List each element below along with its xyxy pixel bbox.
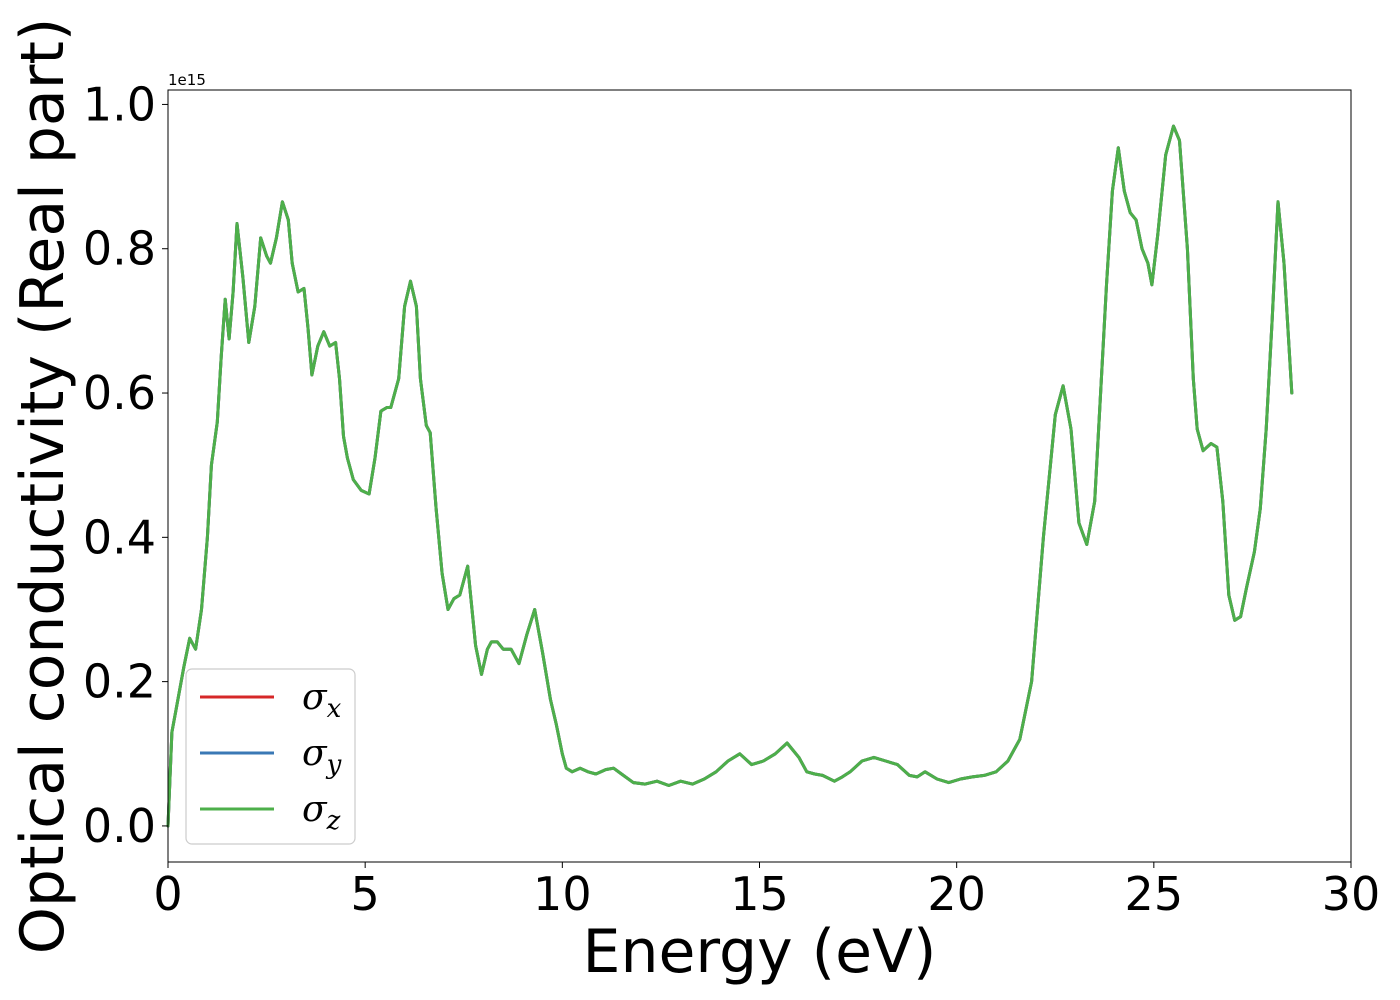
x-tick-label: 5 (351, 867, 380, 921)
legend-label: σy (302, 733, 342, 780)
legend-label: σx (302, 677, 342, 724)
legend-items: σx σy σz (200, 677, 342, 836)
y-tick-label: 0.0 (83, 799, 156, 853)
x-tick-label: 30 (1322, 867, 1381, 921)
y-axis-title: Optical conductivity (Real part) (8, 18, 78, 955)
x-tick-label: 25 (1125, 867, 1184, 921)
y-tick-label: 0.8 (83, 222, 156, 276)
series-layer (166, 124, 1294, 828)
y-offset-label: 1e15 (168, 71, 206, 89)
x-tick-label: 15 (730, 867, 789, 921)
y-tick-label: 0.6 (83, 366, 156, 420)
legend-label: σz (302, 789, 341, 836)
y-tick-label: 0.4 (83, 510, 156, 564)
y-tick-label: 0.2 (83, 655, 156, 709)
y-axis-ticks: 0.0 0.2 0.4 0.6 0.8 1.0 (83, 77, 168, 853)
x-tick-label: 10 (533, 867, 592, 921)
legend: σx σy σz (185, 668, 356, 845)
x-axis-title: Energy (eV) (583, 917, 937, 987)
x-tick-label: 20 (927, 867, 986, 921)
x-tick-label: 0 (153, 867, 182, 921)
legend-box (185, 668, 356, 845)
x-axis-ticks: 0 5 10 15 20 25 30 (153, 862, 1380, 921)
series-line-3 (166, 124, 1294, 828)
y-tick-label: 1.0 (83, 77, 156, 131)
